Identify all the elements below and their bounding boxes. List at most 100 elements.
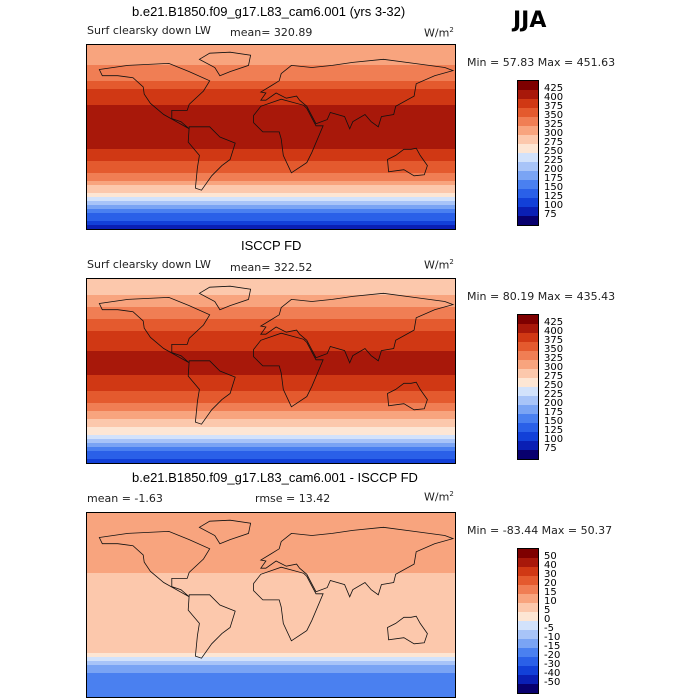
colorbar-tick-label: 400	[544, 326, 564, 337]
map-band	[87, 133, 455, 138]
colorbar-swatch	[518, 360, 538, 369]
map-band	[87, 689, 455, 694]
map-band	[87, 681, 455, 686]
continent-outline	[387, 615, 428, 645]
colorbar-tick-label: 375	[544, 101, 564, 112]
continent-outline	[198, 285, 252, 311]
map-band	[87, 121, 455, 126]
colorbar-tick-label: 425	[544, 83, 564, 94]
colorbar-swatch	[518, 315, 538, 324]
colorbar-swatch	[518, 450, 538, 459]
colorbar-tick-label: 325	[544, 353, 564, 364]
map-band	[87, 137, 455, 142]
colorbar-swatch	[518, 90, 538, 99]
colorbar-swatch	[518, 369, 538, 378]
colorbar-tick-label: 225	[544, 389, 564, 400]
map-band	[87, 573, 455, 578]
panel1-mean: mean= 320.89	[230, 26, 313, 39]
colorbar-swatch	[518, 558, 538, 567]
map-band	[87, 565, 455, 570]
map-band	[87, 605, 455, 610]
map-band	[87, 423, 455, 428]
map-band	[87, 173, 455, 178]
colorbar-tick-label: 300	[544, 128, 564, 139]
colorbar-tick-label: 100	[544, 434, 564, 445]
map-band	[87, 129, 455, 134]
colorbar-swatch	[518, 342, 538, 351]
map-band	[87, 557, 455, 562]
map-band	[87, 125, 455, 130]
map-band	[87, 521, 455, 526]
colorbar-tick-label: 200	[544, 398, 564, 409]
colorbar-tick-label: -50	[544, 677, 561, 688]
map-band	[87, 287, 455, 292]
map-band	[87, 637, 455, 642]
continent-outline	[98, 530, 211, 598]
panel1-units: W/m2	[424, 26, 454, 40]
map-band	[87, 657, 455, 662]
map-band	[87, 185, 455, 190]
map-band	[87, 205, 455, 210]
map-band	[87, 347, 455, 352]
map-band	[87, 153, 455, 158]
map-band	[87, 513, 455, 518]
map-band	[87, 359, 455, 364]
map-band	[87, 577, 455, 582]
colorbar-swatch	[518, 216, 538, 225]
colorbar-swatch	[518, 180, 538, 189]
panel2-mean: mean= 322.52	[230, 261, 313, 274]
colorbar-swatch	[518, 414, 538, 423]
map-band	[87, 113, 455, 118]
map-band	[87, 221, 455, 226]
map-band	[87, 613, 455, 618]
map-band	[87, 549, 455, 554]
map-band	[87, 217, 455, 222]
continent-outline	[187, 126, 236, 191]
panel2-colorbar	[517, 314, 539, 460]
map-band	[87, 541, 455, 546]
map-band	[87, 533, 455, 538]
colorbar-tick-label: 325	[544, 119, 564, 130]
map-band	[87, 653, 455, 658]
map-band	[87, 641, 455, 646]
colorbar-swatch	[518, 198, 538, 207]
panel2-map-svg	[87, 279, 455, 463]
map-band	[87, 327, 455, 332]
panel1-colorbar	[517, 80, 539, 226]
colorbar-tick-label: 175	[544, 407, 564, 418]
map-band	[87, 197, 455, 202]
map-band	[87, 399, 455, 404]
map-band	[87, 585, 455, 590]
colorbar-tick-label: -40	[544, 668, 561, 679]
colorbar-swatch	[518, 603, 538, 612]
map-band	[87, 69, 455, 74]
panel3-map	[86, 512, 456, 698]
colorbar-swatch	[518, 432, 538, 441]
map-band	[87, 431, 455, 436]
colorbar-swatch	[518, 675, 538, 684]
map-band	[87, 339, 455, 344]
map-band	[87, 331, 455, 336]
colorbar-tick-label: -15	[544, 641, 561, 652]
map-band	[87, 157, 455, 162]
panel1-map-svg	[87, 45, 455, 229]
continent-outline	[198, 519, 252, 545]
colorbar-swatch	[518, 585, 538, 594]
map-band	[87, 201, 455, 206]
map-band	[87, 665, 455, 670]
continent-outline	[387, 147, 428, 177]
map-band	[87, 57, 455, 62]
colorbar-tick-label: 350	[544, 344, 564, 355]
map-band	[87, 97, 455, 102]
map-band	[87, 335, 455, 340]
colorbar-swatch	[518, 567, 538, 576]
map-band	[87, 295, 455, 300]
colorbar-tick-label: -30	[544, 659, 561, 670]
colorbar-tick-label: 150	[544, 416, 564, 427]
map-band	[87, 569, 455, 574]
map-band	[87, 303, 455, 308]
map-band	[87, 391, 455, 396]
colorbar-tick-label: 40	[544, 560, 557, 571]
colorbar-tick-label: 0	[544, 614, 551, 625]
map-band	[87, 387, 455, 392]
